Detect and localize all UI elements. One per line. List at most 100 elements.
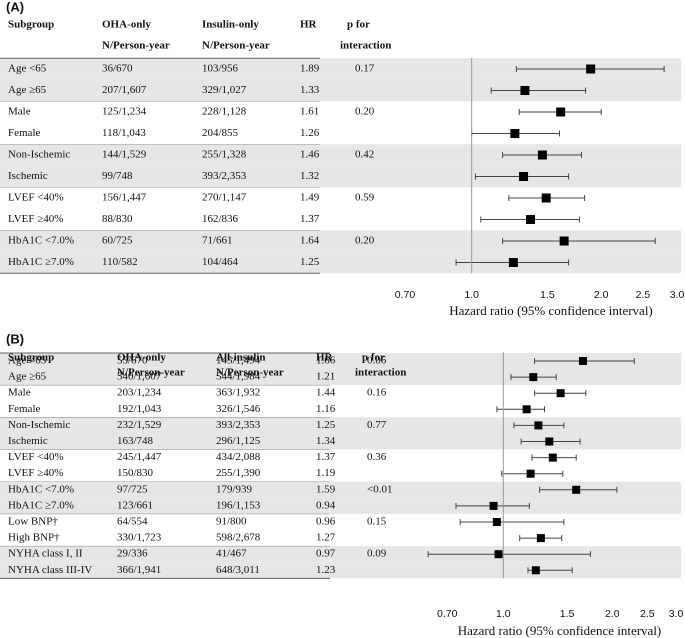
row-shade (0, 562, 681, 579)
cell: High BNP† (8, 532, 60, 544)
cell: 1.32 (300, 170, 319, 182)
cell: 270/1,147 (202, 192, 247, 204)
cell: Age <65 (8, 355, 47, 367)
column-header: N/Person-year (202, 40, 270, 52)
hr-marker (520, 86, 530, 95)
row-shade (0, 481, 681, 498)
cell: 330/1,723 (117, 532, 162, 544)
cell: 60/725 (102, 235, 133, 247)
cell: LVEF <40% (8, 192, 64, 204)
x-tick-label: 1.0 (496, 608, 511, 620)
cell: 1.33 (300, 84, 320, 96)
hr-marker (536, 534, 545, 543)
hr-marker (529, 373, 538, 382)
x-tick-label: 2.5 (640, 608, 655, 620)
row-shade (0, 79, 681, 102)
cell: LVEF ≥40% (8, 467, 63, 479)
cell: 204/855 (202, 127, 239, 139)
cell: 29/336 (117, 548, 148, 560)
cell: 1.61 (300, 106, 319, 118)
hr-marker (494, 550, 503, 559)
cell: Ischemic (8, 435, 48, 447)
cell: 0.97 (316, 548, 336, 560)
cell: 393/2,353 (202, 170, 247, 182)
row-shade (0, 497, 681, 514)
column-header: N/Person-year (102, 40, 170, 52)
cell: 71/661 (202, 235, 233, 247)
x-tick-label: 1.5 (560, 608, 575, 620)
cell: 340/1,607 (117, 371, 162, 383)
cell: 99/748 (102, 170, 133, 182)
cell: 0.20 (355, 106, 375, 118)
cell: <0.01 (367, 483, 392, 495)
cell: 1.89 (300, 63, 320, 75)
column-header: Insulin-only (202, 19, 259, 31)
cell: LVEF <40% (8, 451, 64, 463)
cell: 232/1,529 (117, 419, 162, 431)
cell: Ischemic (8, 170, 48, 182)
cell: Low BNP† (8, 516, 58, 528)
hr-marker (578, 357, 587, 365)
hr-marker (526, 215, 536, 224)
cell: 163/748 (117, 435, 154, 447)
hr-marker (526, 469, 535, 478)
cell: Age ≥65 (8, 84, 47, 96)
row-shade (0, 230, 681, 252)
cell: 36/670 (102, 63, 133, 75)
cell: 1.64 (300, 235, 320, 247)
hr-marker (548, 453, 557, 462)
row-shade (0, 433, 681, 450)
hr-marker (534, 421, 543, 430)
column-header: All-insulin (216, 352, 266, 364)
cell: 329/1,027 (202, 84, 247, 96)
cell: 150/830 (117, 467, 154, 479)
hr-marker (545, 437, 554, 446)
column-header: interaction (340, 40, 391, 52)
column-header: OHA-only (117, 352, 166, 364)
column-header: p for (362, 352, 385, 364)
row-shade (0, 144, 681, 166)
cell: 0.20 (355, 235, 375, 247)
cell: 144/1,529 (102, 149, 147, 161)
row-shade (0, 58, 681, 80)
cell: 0.77 (367, 419, 387, 431)
cell: 1.26 (300, 127, 320, 139)
cell: 245/1,447 (117, 451, 162, 463)
hr-marker (519, 172, 529, 181)
cell: 1.34 (316, 435, 336, 447)
cell: 544/1,984 (216, 371, 261, 383)
column-header: HR (316, 352, 334, 364)
cell: 1.49 (300, 192, 320, 204)
cell: 97/725 (117, 483, 148, 495)
cell: 648/3,011 (216, 564, 260, 576)
cell: 0.15 (367, 516, 387, 528)
cell: Non-Ischemic (8, 149, 70, 161)
cell: 1.16 (316, 403, 336, 415)
cell: 0.36 (367, 451, 387, 463)
cell: Male (8, 387, 31, 399)
x-tick-label: 1.5 (540, 289, 555, 301)
x-tick-label: 3.0 (670, 289, 685, 301)
cell: 0.94 (316, 499, 336, 511)
x-tick-label: 2.5 (636, 289, 651, 301)
column-header: N/Person-year (117, 367, 185, 379)
cell: 104/464 (202, 256, 239, 268)
hr-marker (508, 258, 518, 267)
hr-marker (559, 236, 569, 246)
row-shade (0, 417, 681, 434)
cell: 1.66 (316, 355, 336, 367)
column-header: Subgroup (8, 352, 54, 364)
cell: HbA1C ≥7.0% (8, 499, 74, 511)
column-header: OHA-only (102, 19, 151, 31)
cell: 125/1,234 (102, 106, 147, 118)
hr-marker (531, 566, 540, 575)
hr-marker (586, 64, 596, 74)
column-header: p for (347, 19, 370, 31)
row-shade (0, 165, 681, 188)
cell: NYHA class I, II (8, 548, 83, 560)
cell: 207/1,607 (102, 84, 147, 96)
cell: 1.37 (316, 451, 336, 463)
cell: 64/554 (117, 516, 148, 528)
cell: 0.16 (367, 387, 387, 399)
